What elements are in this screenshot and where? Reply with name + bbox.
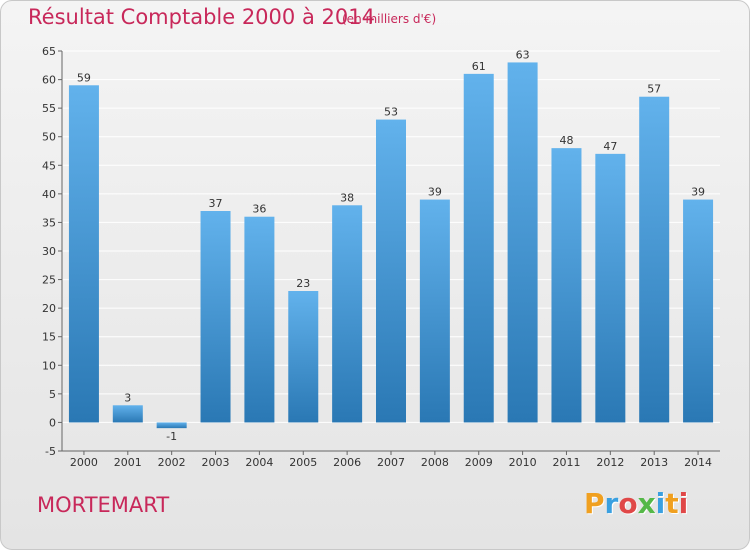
x-tick-label: 2004 [245, 456, 273, 469]
bar-2002 [156, 422, 187, 429]
y-tick-label: 25 [42, 274, 56, 287]
data-label: 47 [603, 140, 617, 153]
data-label: -1 [166, 430, 177, 443]
logo-letter: o [618, 487, 638, 520]
x-tick-label: 2006 [333, 456, 361, 469]
logo-letter: x [637, 487, 656, 520]
data-label: 61 [472, 60, 486, 73]
x-tick-label: 2009 [465, 456, 493, 469]
x-tick-label: 2000 [70, 456, 98, 469]
y-tick-label: 30 [42, 245, 56, 258]
data-label: 59 [77, 71, 91, 84]
bar-2013 [639, 96, 670, 423]
axes: -5 0 5 10 15 20 25 30 35 40 45 50 55 60 65 2000 2001 2002… [42, 45, 720, 469]
y-tick-label: -5 [45, 445, 56, 458]
y-tick-label: 35 [42, 216, 56, 229]
y-tick-label: 0 [49, 416, 56, 429]
y-tick-label: 50 [42, 131, 56, 144]
bar-2005 [288, 291, 319, 423]
data-label: 37 [209, 197, 223, 210]
bar-2003 [200, 211, 231, 423]
logo-letter: i [678, 487, 689, 520]
x-tick-label: 2001 [114, 456, 142, 469]
y-tick-label: 20 [42, 302, 56, 315]
bar-2014 [683, 199, 714, 423]
x-tick-label: 2007 [377, 456, 405, 469]
chart-subtitle: (en milliers d'€) [342, 12, 437, 26]
y-tick-label: 15 [42, 331, 56, 344]
bar-2001 [112, 405, 143, 423]
data-label: 3 [124, 391, 131, 404]
chart-title: Résultat Comptable 2000 à 2014 [28, 5, 375, 29]
data-label: 36 [252, 203, 266, 216]
data-labels: 59 3 -1 37 36 23 38 53 39 61 63 48 47 57 39 [77, 48, 705, 443]
bar-2007 [376, 119, 406, 423]
y-tick-label: 40 [42, 188, 56, 201]
data-label: 39 [691, 186, 705, 199]
x-tick-label: 2010 [509, 456, 537, 469]
x-tick-label: 2005 [289, 456, 317, 469]
x-tick-label: 2011 [552, 456, 580, 469]
x-tick-label: 2008 [421, 456, 449, 469]
y-tick-label: 55 [42, 102, 56, 115]
proxiti-logo[interactable]: Proxiti [584, 487, 688, 520]
bar-2009 [463, 73, 494, 423]
bar-2008 [419, 199, 450, 423]
data-label: 38 [340, 191, 354, 204]
bar-2004 [244, 216, 275, 423]
data-label: 53 [384, 106, 398, 119]
x-tick-label: 2014 [684, 456, 712, 469]
logo-letter: r [604, 487, 619, 520]
data-label: 48 [559, 134, 573, 147]
x-tick-label: 2003 [202, 456, 230, 469]
bar-2010 [507, 62, 538, 423]
bar-2011 [551, 148, 582, 423]
y-tick-label: 65 [42, 45, 56, 58]
logo-letter: P [584, 487, 605, 520]
y-tick-label: 45 [42, 159, 56, 172]
data-label: 63 [516, 48, 530, 61]
data-label: 39 [428, 186, 442, 199]
logo-letter: i [655, 487, 666, 520]
x-tick-label: 2002 [158, 456, 186, 469]
bar-2006 [332, 205, 363, 423]
x-tick-label: 2013 [640, 456, 668, 469]
logo-letter: t [665, 487, 679, 520]
data-label: 57 [647, 83, 661, 96]
bars [68, 62, 714, 429]
commune-name: MORTEMART [37, 493, 170, 517]
bar-2012 [595, 153, 626, 423]
y-tick-label: 10 [42, 359, 56, 372]
bar-2000 [68, 85, 99, 423]
y-tick-label: 60 [42, 74, 56, 87]
data-label: 23 [296, 277, 310, 290]
x-tick-label: 2012 [596, 456, 624, 469]
y-tick-label: 5 [49, 388, 56, 401]
